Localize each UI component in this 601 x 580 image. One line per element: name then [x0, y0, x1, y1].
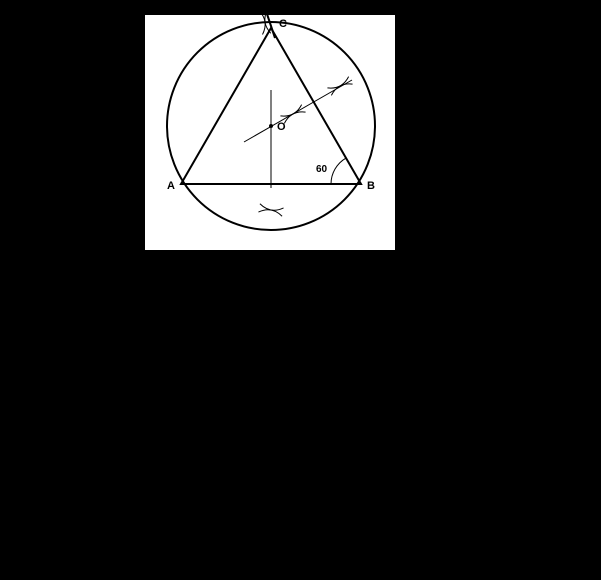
diagram-svg	[0, 0, 601, 580]
